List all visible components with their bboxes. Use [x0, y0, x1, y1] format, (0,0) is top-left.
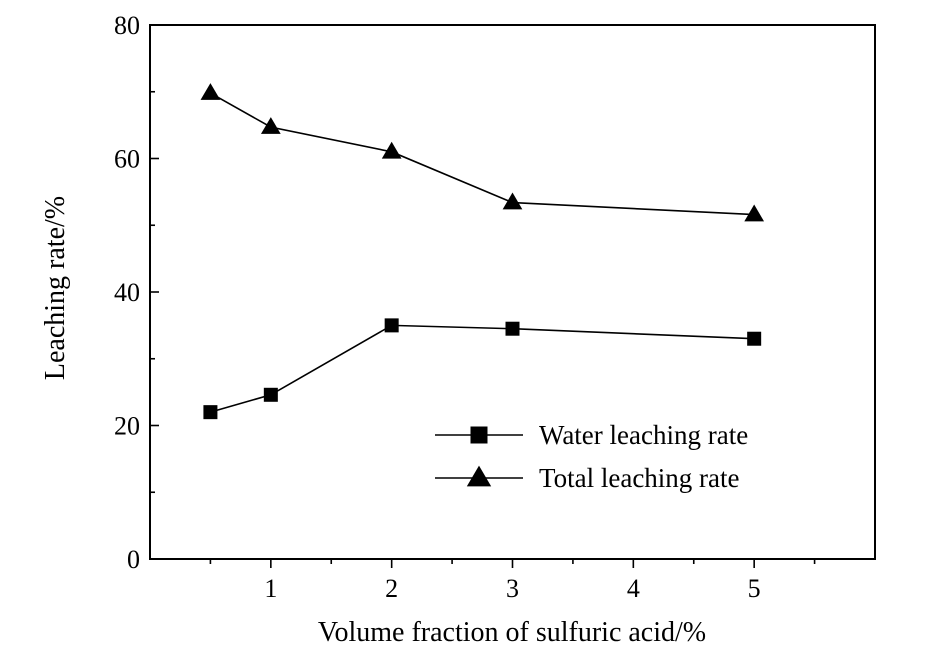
y-tick-label: 20	[114, 412, 140, 441]
legend-entry: Total leaching rate	[435, 463, 740, 493]
data-point	[263, 387, 278, 402]
y-tick-label: 40	[114, 278, 140, 307]
x-tick-label: 3	[506, 574, 519, 603]
series-line	[210, 324, 755, 413]
series-2	[200, 83, 765, 222]
axis-ticks: 0 20 40 60 80 1 2 3 4 5	[114, 11, 816, 603]
legend-label: Water leaching rate	[539, 420, 748, 450]
data-point	[505, 321, 520, 336]
data-point	[381, 141, 402, 159]
x-tick-label: 4	[627, 574, 640, 603]
data-point	[747, 331, 762, 346]
data-point	[203, 405, 218, 420]
data-point	[502, 192, 523, 210]
x-tick-label: 2	[385, 574, 398, 603]
series-layer	[200, 83, 765, 420]
series-1	[203, 318, 762, 420]
data-point	[744, 204, 765, 222]
data-point	[384, 318, 399, 333]
legend-marker	[470, 426, 488, 444]
legend-entry: Water leaching rate	[435, 420, 748, 450]
plot-axes	[149, 24, 876, 560]
y-tick-label: 80	[114, 11, 140, 40]
data-point	[260, 117, 281, 134]
x-axis-label: Volume fraction of sulfuric acid/%	[318, 617, 706, 648]
x-tick-label: 5	[748, 574, 761, 603]
x-tick-label: 1	[264, 574, 277, 603]
data-point	[200, 83, 221, 100]
y-tick-label: 60	[114, 145, 140, 174]
y-axis-label: Leaching rate/%	[40, 196, 71, 380]
plot-frame	[149, 24, 876, 560]
legend-marker	[466, 465, 492, 487]
series-line	[210, 92, 755, 216]
y-tick-label: 0	[127, 545, 140, 574]
legend-label: Total leaching rate	[539, 463, 740, 493]
legend: Water leaching rate Total leaching rate	[435, 420, 748, 493]
